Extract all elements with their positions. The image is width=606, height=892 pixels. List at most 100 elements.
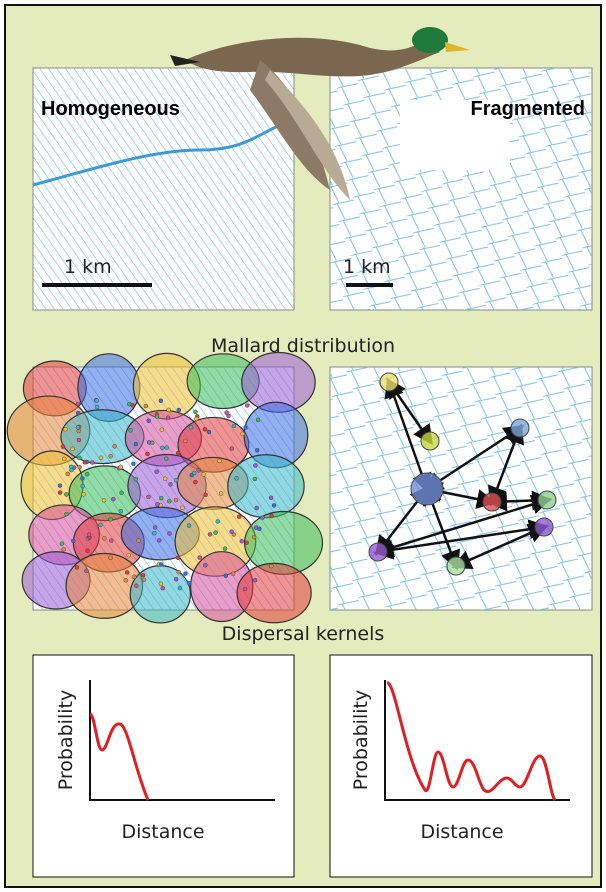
location-dot (74, 565, 80, 570)
location-dot (160, 585, 165, 591)
location-dot (150, 440, 155, 445)
location-dot (243, 425, 248, 430)
location-dot (234, 476, 239, 481)
location-dot (141, 577, 147, 582)
location-dot (94, 404, 100, 410)
location-dot (165, 415, 171, 420)
scale-label: 1 km (64, 256, 112, 278)
duck (170, 27, 470, 200)
location-dot (229, 529, 234, 534)
location-dot (62, 456, 67, 462)
location-dot (98, 522, 103, 528)
scale-label: 1 km (343, 256, 391, 278)
location-dot (111, 496, 116, 502)
location-dot (85, 471, 90, 477)
movement-arrow (373, 494, 552, 558)
location-dot (61, 547, 66, 552)
location-dot (192, 470, 197, 476)
location-dot (240, 431, 245, 437)
location-dot (128, 428, 133, 433)
location-dot (223, 573, 229, 578)
kernel-box (329, 654, 593, 878)
location-dot (222, 546, 228, 551)
location-dot (108, 517, 113, 522)
location-dot (152, 525, 158, 530)
site (537, 490, 557, 510)
location-dot (143, 403, 149, 409)
location-dot (254, 448, 260, 453)
location-dot (77, 455, 82, 461)
location-dot (64, 511, 69, 517)
axes (89, 680, 275, 801)
home-ranges (6, 351, 324, 624)
location-dot (132, 574, 137, 579)
location-dot (252, 577, 258, 583)
location-dot (64, 492, 69, 497)
location-dot (242, 586, 248, 592)
location-dot (94, 398, 99, 403)
site (482, 492, 502, 512)
location-dot (202, 427, 208, 432)
location-dot (134, 583, 139, 588)
location-dot (82, 460, 87, 465)
location-dot (269, 513, 274, 518)
location-dot (124, 570, 130, 575)
location-dot (80, 483, 85, 489)
location-dot (175, 555, 181, 561)
location-dot (158, 398, 164, 403)
location-dot (75, 401, 81, 407)
location-dot (201, 472, 206, 477)
location-dot (164, 445, 169, 450)
location-dot (57, 483, 63, 488)
location-dot (84, 568, 89, 574)
location-dot (136, 538, 141, 543)
location-dot (70, 446, 75, 451)
location-dot (187, 581, 192, 586)
location-dot (203, 563, 208, 568)
site (379, 372, 399, 392)
location-dot (80, 476, 85, 481)
location-dot (131, 461, 136, 466)
section-title: Dispersal kernels (222, 623, 385, 645)
location-dot (90, 460, 95, 465)
site (368, 542, 388, 562)
site (420, 431, 440, 451)
location-dot (226, 413, 231, 419)
location-dot (217, 458, 222, 463)
location-dot (159, 495, 164, 501)
location-dot (159, 562, 164, 567)
location-dot (119, 490, 124, 495)
location-dot (193, 479, 198, 485)
location-dot (231, 571, 236, 577)
site (446, 556, 466, 576)
location-dot (253, 463, 258, 468)
home-range (129, 565, 192, 624)
location-dot (183, 571, 188, 576)
location-dot (65, 471, 70, 477)
location-dot (213, 530, 218, 535)
location-dot (231, 423, 237, 429)
location-dot (155, 502, 160, 507)
location-dot (229, 446, 235, 451)
home-range (236, 562, 312, 624)
location-dot (224, 410, 229, 415)
location-dot (203, 492, 208, 497)
location-dot (69, 464, 74, 470)
x-axis-label: Distance (121, 821, 204, 843)
location-dot (239, 539, 244, 544)
site (510, 418, 530, 438)
location-dot (152, 530, 157, 536)
location-dot (146, 418, 151, 423)
section-title: Mallard distribution (211, 335, 395, 357)
kernel-curve (88, 712, 150, 801)
location-dot (173, 477, 179, 483)
y-axis-label: Probability (350, 690, 372, 790)
location-dot (159, 427, 165, 432)
location-dot (102, 536, 107, 541)
site (534, 517, 554, 537)
location-dot (77, 464, 82, 470)
map-texture (33, 68, 294, 310)
location-dot (166, 407, 171, 413)
location-dot (85, 548, 90, 553)
